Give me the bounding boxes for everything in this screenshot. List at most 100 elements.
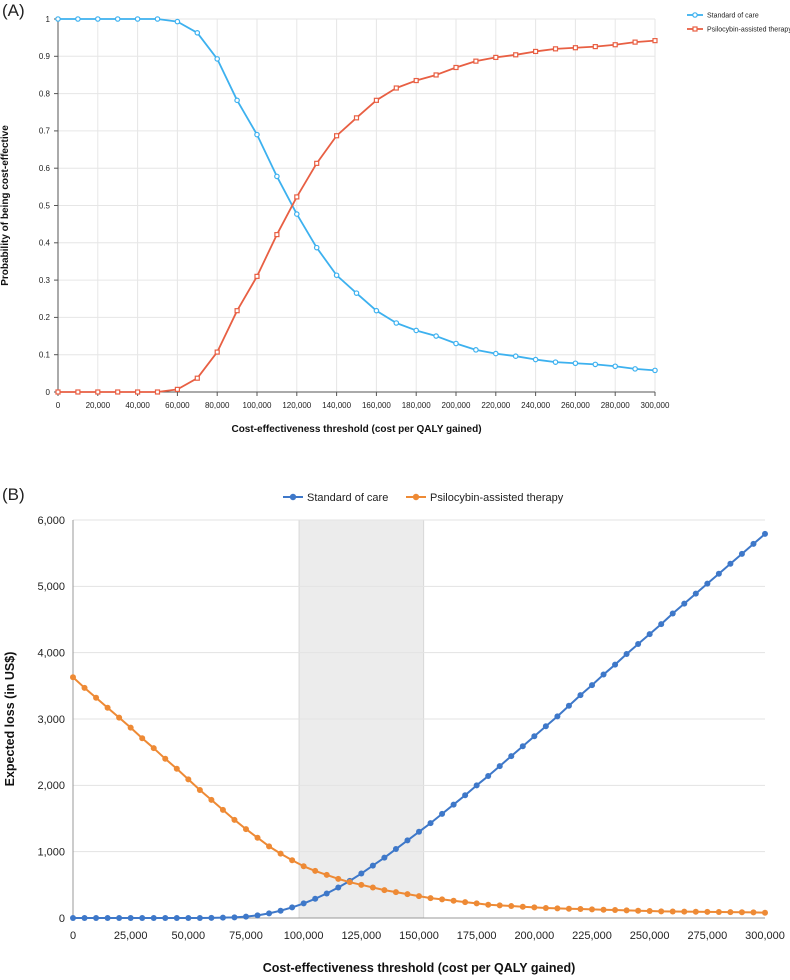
x-tick-label: 140,000 [322,401,351,410]
data-point [762,530,768,537]
y-tick-label: 0.9 [39,52,51,61]
x-tick-label: 200,000 [442,401,471,410]
data-point [335,884,342,891]
x-tick-label: 300,000 [745,930,785,942]
data-point [312,867,319,874]
data-point [70,674,76,681]
data-point [162,755,169,762]
data-point [196,915,203,921]
legend-label: Psilocybin-assisted therapy [430,492,564,504]
y-tick-label: 1,000 [37,847,65,859]
data-point [554,713,561,720]
data-point [55,16,61,22]
data-point [254,834,261,841]
data-point [508,903,515,910]
data-point [492,350,499,357]
data-point [453,64,459,71]
data-point [738,909,745,916]
data-point [358,881,365,888]
data-point [542,723,549,730]
data-point [738,550,745,557]
data-point [334,133,340,139]
data-point [592,44,598,50]
x-tick-label: 0 [56,401,61,410]
data-point [473,782,480,789]
data-point [646,631,653,638]
y-tick-label: 0.4 [39,239,51,248]
data-point [413,77,419,84]
data-point [612,907,619,914]
data-point [612,363,619,370]
data-point [300,900,307,907]
data-point [353,290,360,296]
y-tick-label: 4,000 [37,648,65,660]
y-tick-label: 6,000 [37,515,65,527]
data-point [393,85,399,91]
data-point [373,97,379,103]
legend-label: Standard of care [307,492,388,504]
data-point [243,826,249,833]
x-tick-label: 20,000 [86,401,111,410]
data-point [150,745,157,752]
x-tick-label: 275,000 [687,930,727,942]
data-point [323,871,330,878]
data-point [392,889,399,896]
data-point [127,724,134,731]
data-point [485,901,492,908]
data-point [139,915,146,921]
data-point [194,30,201,36]
data-point [450,801,457,808]
data-point [416,828,422,835]
legend-marker [289,493,297,501]
data-point [496,902,503,909]
data-point [266,843,273,850]
data-point [254,131,260,138]
data-point [75,16,81,22]
data-point [115,389,121,395]
data-point [413,327,420,334]
data-point [150,915,157,921]
data-point [704,580,711,587]
data-point [532,356,539,363]
chart-b: 0 25,000 50,000 75,000 100,000 125,000 150,000… [3,492,785,975]
data-point [416,893,422,900]
data-point [715,909,722,916]
data-point [439,810,446,817]
data-point [274,231,280,238]
data-point [658,908,665,915]
data-point [369,862,376,869]
data-point [353,115,360,121]
data-point [727,909,734,916]
data-point [612,661,619,668]
data-point [632,366,638,372]
legend-label: Standard of care [707,12,759,19]
y-tick-label: 1 [46,15,51,24]
data-point [333,272,340,279]
data-point [552,46,559,52]
data-point [681,600,688,607]
data-point [427,895,434,902]
x-tick-label: 280,000 [601,401,630,410]
data-point [116,915,123,921]
data-point [135,389,141,395]
data-point [669,610,676,617]
data-point [277,850,284,857]
data-point [139,735,146,742]
x-tick-label: 80,000 [205,401,230,410]
y-tick-label: 3,000 [37,714,65,726]
data-point [692,908,699,915]
data-point [174,386,180,392]
data-point [554,905,561,912]
data-point [219,806,226,813]
data-point [104,704,111,711]
data-point [577,906,584,913]
data-point [314,160,320,166]
y-tick-label: 0.7 [39,127,51,136]
data-point [266,910,273,917]
data-point [381,887,388,894]
data-point [162,915,169,921]
x-tick-label: 180,000 [402,401,431,410]
data-point [485,773,492,780]
data-point [433,72,439,78]
data-point [632,39,638,45]
